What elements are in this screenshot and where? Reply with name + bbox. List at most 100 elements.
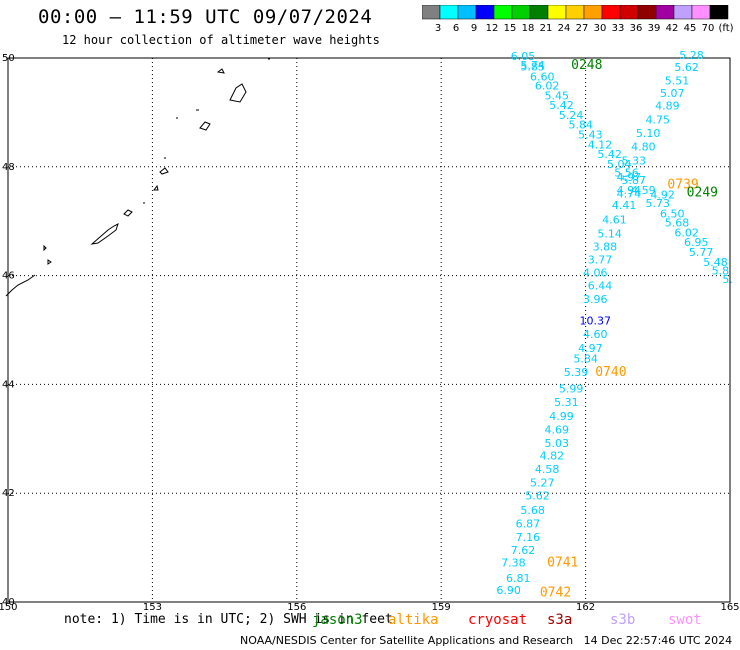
wave-height-value: 5.68: [520, 504, 545, 517]
wave-height-value: 5.43: [578, 129, 603, 142]
kuril-island-2: [123, 209, 133, 217]
wave-height-value: 4.97: [617, 171, 642, 184]
wave-height-value: 5.33: [621, 155, 646, 168]
wave-height-value: 7.16: [516, 531, 541, 544]
colorbar-label: 18: [522, 23, 535, 34]
wave-height-value: 5.73: [646, 197, 671, 210]
wave-height-value: 5.14: [597, 228, 622, 241]
wave-height-observations: 6.055.745.856.606.025.455.425.245.845.43…: [496, 49, 733, 597]
wave-height-value: 5.45: [544, 89, 569, 102]
kamchatka-coast: [5, 274, 36, 297]
wave-height-value: 3.96: [583, 293, 608, 306]
satellite-legend-item: cryosat: [468, 612, 528, 628]
kuril-island-1: [90, 223, 119, 245]
colorbar-label: 6: [453, 23, 459, 34]
wave-height-value: 5.84: [569, 119, 594, 132]
wave-height-value: 5.31: [554, 396, 579, 409]
wave-height-value: 6.95: [684, 236, 709, 249]
credit-footer: NOAA/NESDIS Center for Satellite Applica…: [240, 634, 733, 647]
wave-height-value: 4.69: [544, 423, 569, 436]
pass-time-label: 0742: [540, 586, 571, 601]
satellite-legend-item: s3a: [547, 612, 573, 628]
wave-height-value: 6.02: [674, 226, 699, 239]
wave-height-value: 4.74: [617, 187, 642, 200]
longitude-label: 153: [143, 602, 162, 613]
kuril-island-5: [199, 121, 211, 131]
wave-height-value: 5.77: [689, 246, 714, 259]
wave-height-value: 5.42: [549, 99, 574, 112]
wave-height-value: 7.38: [501, 557, 526, 570]
wave-height-value: 4.06: [583, 267, 608, 280]
wave-height-value: 5.74: [520, 59, 545, 72]
satellite-legend-item: jason3: [312, 612, 363, 628]
colorbar-label: 30: [594, 23, 607, 34]
wave-height-value: 5.: [722, 273, 733, 286]
pass-time-label: 0740: [595, 365, 626, 380]
wave-height-value: 4.61: [602, 213, 627, 226]
wave-height-value: 4.94: [617, 184, 642, 197]
colorbar-label: 15: [504, 23, 517, 34]
kuril-island-8: [43, 244, 47, 252]
colorbar-label: 12: [486, 23, 499, 34]
kuril-island-3: [153, 184, 159, 191]
colorbar-swatch: [709, 5, 729, 20]
latitude-label: 50: [2, 53, 15, 64]
wave-height-value: 6.05: [511, 50, 536, 63]
map-title: 00:00 — 11:59 UTC 09/07/2024: [38, 6, 373, 28]
kuril-island-9: [47, 259, 52, 265]
wave-height-value: 5.24: [559, 109, 584, 122]
colorbar-label: 27: [576, 23, 589, 34]
units-note: note: 1) Time is in UTC; 2) SWH is in fe…: [64, 612, 393, 627]
satellite-legend-item: altika: [388, 612, 439, 628]
wave-height-colorbar: 3 6 9 12 15 18 21 24 27 30 33 36 39 42 45 70 (ft): [422, 5, 734, 34]
wave-height-value: 5.42: [597, 148, 622, 161]
map-grid: [7, 57, 731, 603]
latitude-label: 40: [2, 597, 15, 608]
wave-height-value: 5.03: [544, 437, 569, 450]
latitude-label: 46: [2, 271, 15, 282]
wave-height-value: 5.85: [520, 61, 545, 74]
colorbar-label: 36: [630, 23, 643, 34]
colorbar-label: 45: [684, 23, 697, 34]
wave-height-value: 4.58: [535, 463, 560, 476]
colorbar-label: 3: [435, 23, 441, 34]
wave-height-value: 6.81: [506, 572, 531, 585]
wave-height-value: 5.07: [660, 87, 685, 100]
colorbar-label: 24: [558, 23, 571, 34]
wave-height-value: 6.02: [535, 80, 560, 93]
axis-labels: 150 153 156 159 162 165 50 48 46 44 42 40: [0, 53, 740, 613]
wave-height-value: 4.97: [578, 342, 603, 355]
map-frame: [7, 57, 731, 603]
wave-height-value: 4.75: [646, 113, 671, 126]
colorbar-label: 42: [666, 23, 679, 34]
wave-height-value: 4.82: [540, 449, 565, 462]
wave-height-value: 6.50: [660, 207, 685, 220]
wave-height-value: 4.99: [549, 410, 574, 423]
coastline: [5, 58, 270, 297]
longitude-label: 156: [287, 602, 306, 613]
pass-time-label: 0249: [687, 186, 718, 201]
latitude-label: 42: [2, 488, 15, 499]
pass-time-label: 0739: [667, 178, 698, 193]
wave-height-value: 5.8: [712, 265, 730, 278]
colorbar-label: 9: [471, 23, 477, 34]
wave-height-value: 5.04: [607, 158, 632, 171]
kuril-island-4: [159, 167, 169, 175]
wave-height-value: 4.92: [650, 188, 675, 201]
colorbar-label: 70: [702, 23, 715, 34]
wave-height-value: 6.90: [496, 584, 521, 597]
kuril-island-7: [216, 68, 225, 74]
longitude-label: 165: [720, 602, 739, 613]
wave-height-value: 5.62: [525, 490, 550, 503]
colorbar-label: (ft): [718, 23, 733, 34]
wave-height-value: 6.60: [530, 70, 555, 83]
satellite-legend-item: swot: [668, 612, 702, 628]
pass-time-label: 0741: [547, 556, 578, 571]
wave-height-value: 5.99: [559, 383, 584, 396]
wave-height-value: 5.28: [679, 49, 704, 62]
wave-height-value: 6.87: [516, 517, 541, 530]
wave-height-value: 5.68: [665, 217, 690, 230]
wave-height-value: 4.12: [588, 138, 613, 151]
colorbar-label: 33: [612, 23, 625, 34]
